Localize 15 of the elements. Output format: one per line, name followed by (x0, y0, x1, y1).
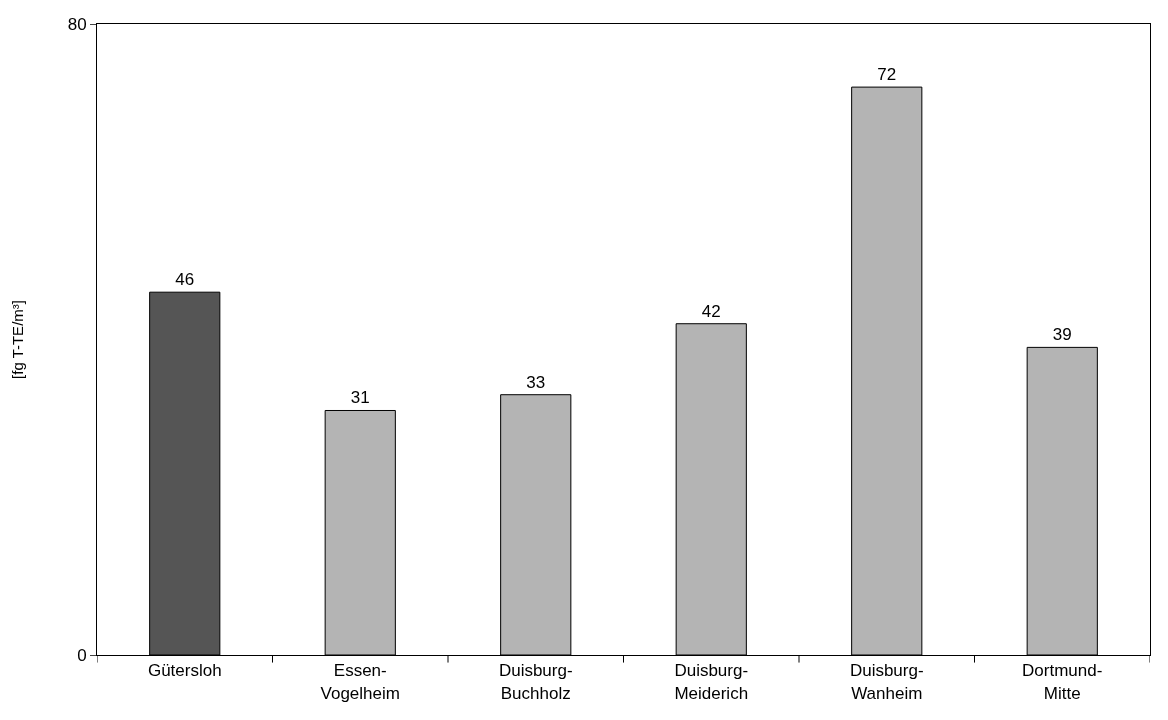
data-label: 72 (877, 65, 897, 85)
x-tick-label: Duisburg-Wanheim (849, 661, 924, 703)
y-tick-label: 80 (67, 14, 87, 34)
x-tick-label: Dortmund-Mitte (1022, 661, 1103, 703)
data-label: 42 (701, 301, 721, 321)
y-tick-label: 0 (77, 645, 87, 665)
x-tick-label: Essen-Vogelheim (320, 661, 400, 703)
data-label: 33 (526, 372, 546, 392)
x-tick-label: Duisburg-Buchholz (498, 661, 573, 703)
x-tick-label: Gütersloh (147, 661, 222, 681)
y-axis-title: [fg T-TE/m³] (8, 300, 26, 379)
data-label: 39 (1052, 325, 1072, 345)
x-tick-label: Duisburg-Meiderich (674, 661, 749, 703)
data-label: 46 (175, 270, 195, 290)
data-label: 31 (350, 388, 370, 408)
